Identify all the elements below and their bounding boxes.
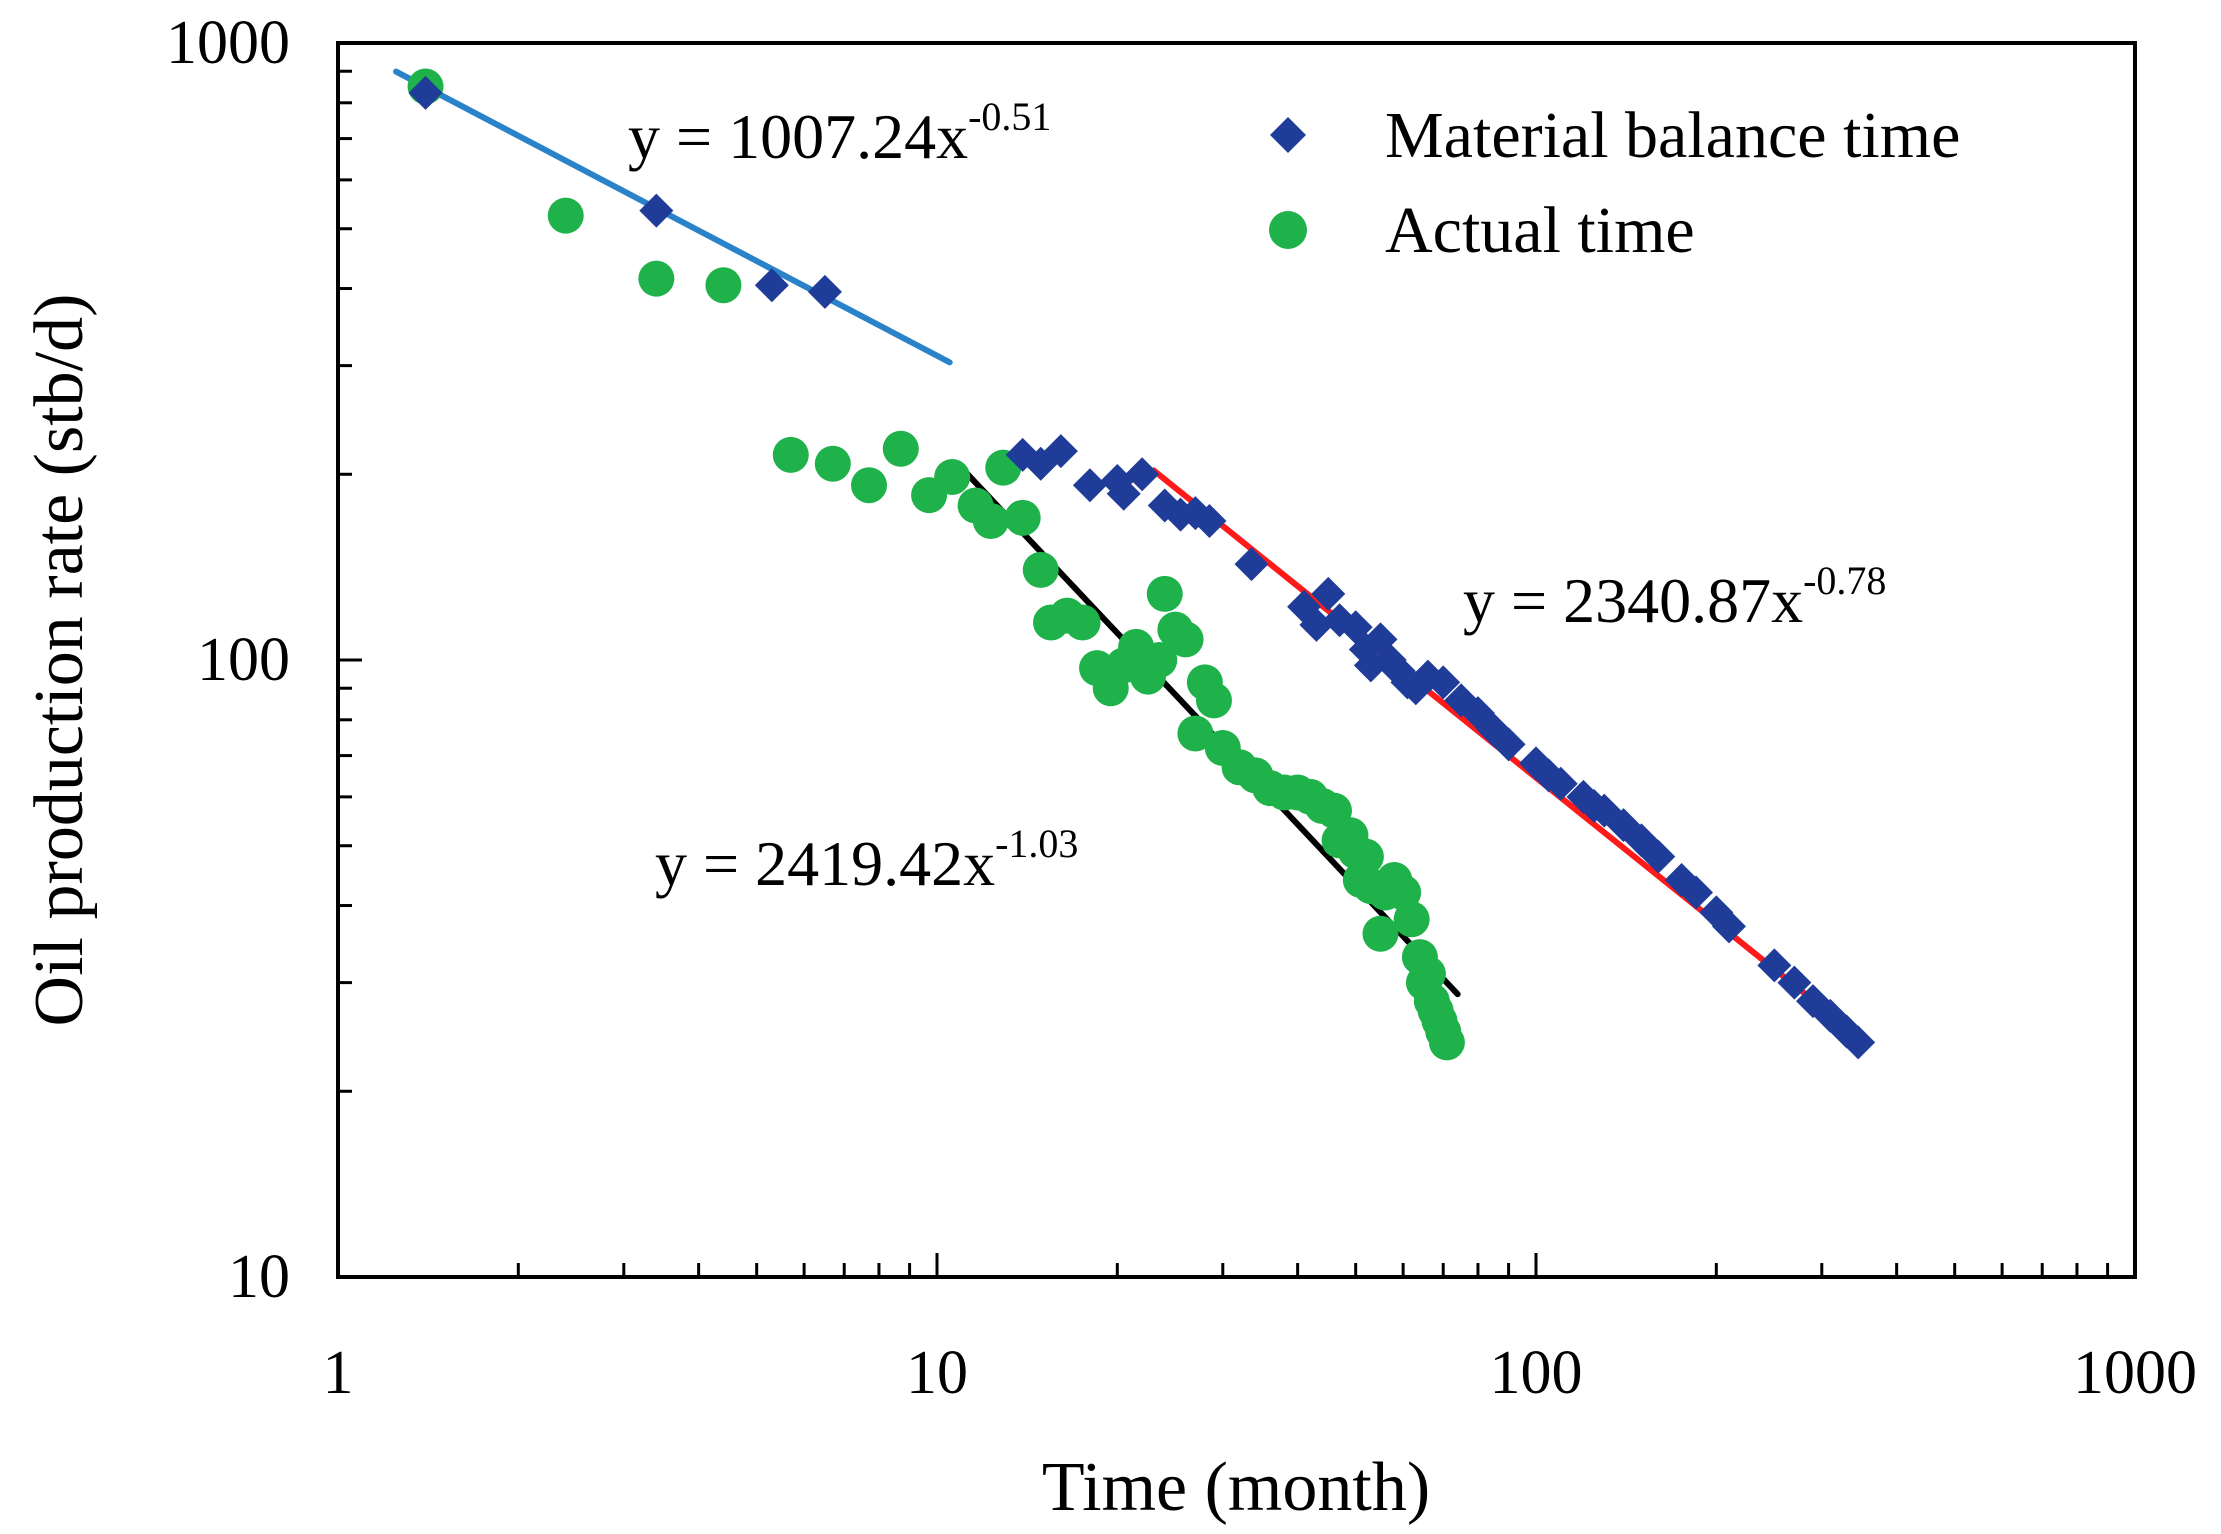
plot-frame [336, 41, 2137, 1279]
y-tick-label-100: 100 [197, 626, 290, 694]
data-point-actual-time [1141, 642, 1178, 678]
x-tick-label-100: 100 [1490, 1339, 1583, 1407]
y-tick-label-10: 10 [228, 1243, 290, 1311]
data-point-actual-time [1362, 915, 1399, 952]
data-point-actual-time [814, 445, 851, 482]
equation-red: y = 2340.87x-0.78 [1463, 558, 1886, 636]
data-point-material-balance-time [807, 274, 842, 309]
data-point-material-balance-time [1712, 909, 1747, 944]
x-axis-title: Time (month) [1042, 1449, 1430, 1526]
data-point-material-balance-time [1641, 839, 1676, 874]
legend-marker-diamond [1270, 117, 1306, 153]
data-point-actual-time [547, 197, 584, 234]
data-point-actual-time [1022, 551, 1059, 588]
legend-label-actual-time: Actual time [1385, 194, 1695, 267]
equation-black-exponent: -1.03 [995, 821, 1078, 866]
data-point-actual-time [972, 502, 1009, 539]
data-point-actual-time [772, 436, 809, 473]
data-point-material-balance-time [1543, 766, 1578, 801]
x-tick-label-1000: 1000 [2073, 1339, 2197, 1407]
data-point-actual-time [1146, 575, 1183, 612]
data-point-material-balance-time [1072, 468, 1107, 503]
equation-red-exponent: -0.78 [1803, 558, 1886, 603]
legend-marker-circle [1269, 211, 1307, 249]
data-point-actual-time [1428, 1024, 1465, 1061]
series-material-balance-time [408, 75, 1876, 1060]
data-point-actual-time [1393, 901, 1430, 938]
data-point-material-balance-time [1192, 503, 1227, 538]
legend-label-material-balance-time: Material balance time [1385, 99, 1960, 172]
data-point-material-balance-time [1426, 665, 1461, 700]
data-point-material-balance-time [1841, 1025, 1876, 1060]
equation-blue-base: y = 1007.24x [628, 101, 968, 172]
data-point-material-balance-time [1125, 457, 1160, 492]
data-point-material-balance-time [1043, 434, 1078, 469]
data-point-material-balance-time [408, 75, 443, 110]
axis-ticks [336, 69, 2110, 1279]
data-point-actual-time [705, 267, 742, 304]
data-point-actual-time [1064, 604, 1101, 641]
data-point-material-balance-time [1679, 875, 1714, 910]
equation-black: y = 2419.42x-1.03 [655, 821, 1078, 899]
data-point-actual-time [1409, 955, 1446, 992]
data-point-actual-time [1177, 715, 1214, 752]
data-point-material-balance-time [754, 268, 789, 303]
data-point-material-balance-time [1106, 476, 1141, 511]
equation-blue-exponent: -0.51 [968, 94, 1051, 139]
data-point-actual-time [1195, 682, 1232, 719]
trendline-0 [393, 68, 953, 366]
y-axis-title: Oil production rate (stb/d) [21, 294, 98, 1027]
data-point-material-balance-time [1311, 576, 1346, 611]
data-point-material-balance-time [639, 193, 674, 228]
data-point-material-balance-time [1299, 607, 1334, 642]
x-tick-label-1: 1 [323, 1339, 354, 1407]
data-point-material-balance-time [1234, 547, 1269, 582]
data-point-actual-time [1347, 838, 1384, 875]
data-point-material-balance-time [1491, 727, 1526, 762]
data-point-material-balance-time [1757, 948, 1792, 983]
equation-black-base: y = 2419.42x [655, 828, 995, 899]
data-point-actual-time [934, 458, 971, 495]
y-tick-label-1000: 1000 [166, 9, 290, 77]
series-actual-time [407, 68, 1465, 1061]
data-point-material-balance-time [1777, 965, 1812, 1000]
equation-red-base: y = 2340.87x [1463, 565, 1803, 636]
data-point-actual-time [851, 467, 888, 504]
data-point-actual-time [1004, 499, 1041, 536]
data-point-actual-time [638, 260, 675, 297]
equation-blue: y = 1007.24x-0.51 [628, 94, 1051, 172]
data-point-actual-time [1167, 621, 1204, 658]
legend: Material balance time Actual time [1269, 99, 1960, 267]
data-point-actual-time [882, 430, 919, 467]
x-tick-label-10: 10 [906, 1339, 968, 1407]
